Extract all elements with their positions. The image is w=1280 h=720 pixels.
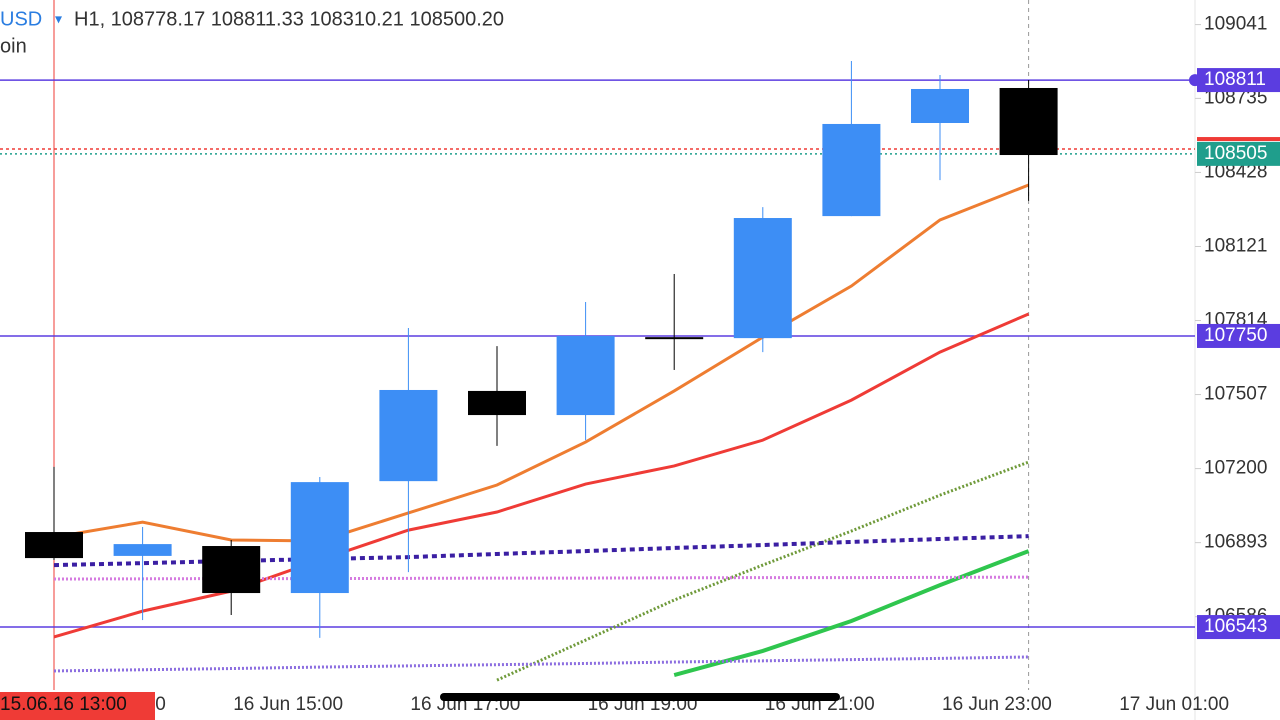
- hline-box: [1197, 323, 1280, 348]
- y-tick-label: 107200: [1204, 458, 1267, 479]
- header-ohlc: H1, 108778.17 108811.33 108310.21 108500…: [74, 8, 504, 30]
- ask-box-edge: [1197, 137, 1280, 142]
- crosshair-label-box: [0, 692, 155, 720]
- candle-body: [733, 218, 792, 339]
- candle-body: [113, 544, 172, 556]
- x-tick-label: 17 Jun 01:00: [1119, 694, 1229, 715]
- hline-box: [1197, 68, 1280, 93]
- candle-body: [999, 87, 1058, 156]
- candle-body: [25, 532, 83, 559]
- y-tick-label: 108121: [1204, 235, 1267, 256]
- y-tick-label: 109041: [1204, 14, 1267, 35]
- candle-body: [822, 123, 881, 217]
- hline-label: 106543: [1204, 616, 1267, 637]
- plot-area: [0, 0, 1195, 690]
- y-tick-label: 106893: [1204, 532, 1267, 553]
- symbol[interactable]: USD: [0, 8, 42, 30]
- crosshair-label: 15.06.16 13:00: [0, 694, 127, 715]
- hline-box: [1197, 615, 1280, 640]
- indicator-line: [53, 655, 1029, 673]
- indicator-line: [673, 549, 1030, 677]
- indicator-line: [496, 460, 1030, 682]
- candle-body: [468, 390, 526, 416]
- candle-body: [379, 389, 438, 482]
- indicator-line: [53, 575, 1029, 581]
- x-tick-label: 16 Jun 23:00: [942, 694, 1052, 715]
- hline-handle: [1189, 74, 1201, 87]
- hline-label: 107750: [1204, 325, 1267, 346]
- home-indicator: [440, 693, 840, 701]
- symbol-menu[interactable]: ▾: [55, 11, 62, 27]
- price-label: 108505: [1204, 143, 1267, 164]
- indicator-line: [53, 183, 1030, 543]
- x-tick-label: 16 Jun 15:00: [233, 694, 343, 715]
- y-tick-label: 108735: [1204, 87, 1267, 108]
- price-box: [1197, 141, 1280, 166]
- candle-body: [556, 335, 615, 416]
- y-tick-label: 108428: [1204, 161, 1267, 182]
- candle-body: [290, 482, 349, 594]
- candle-body: [645, 337, 704, 340]
- y-tick-label: 107507: [1204, 384, 1267, 405]
- indicator-line: [53, 312, 1030, 639]
- candle-body: [911, 88, 969, 123]
- candle-body: [202, 546, 261, 594]
- subtitle: oin: [0, 35, 27, 57]
- hline-label: 108811: [1204, 69, 1266, 90]
